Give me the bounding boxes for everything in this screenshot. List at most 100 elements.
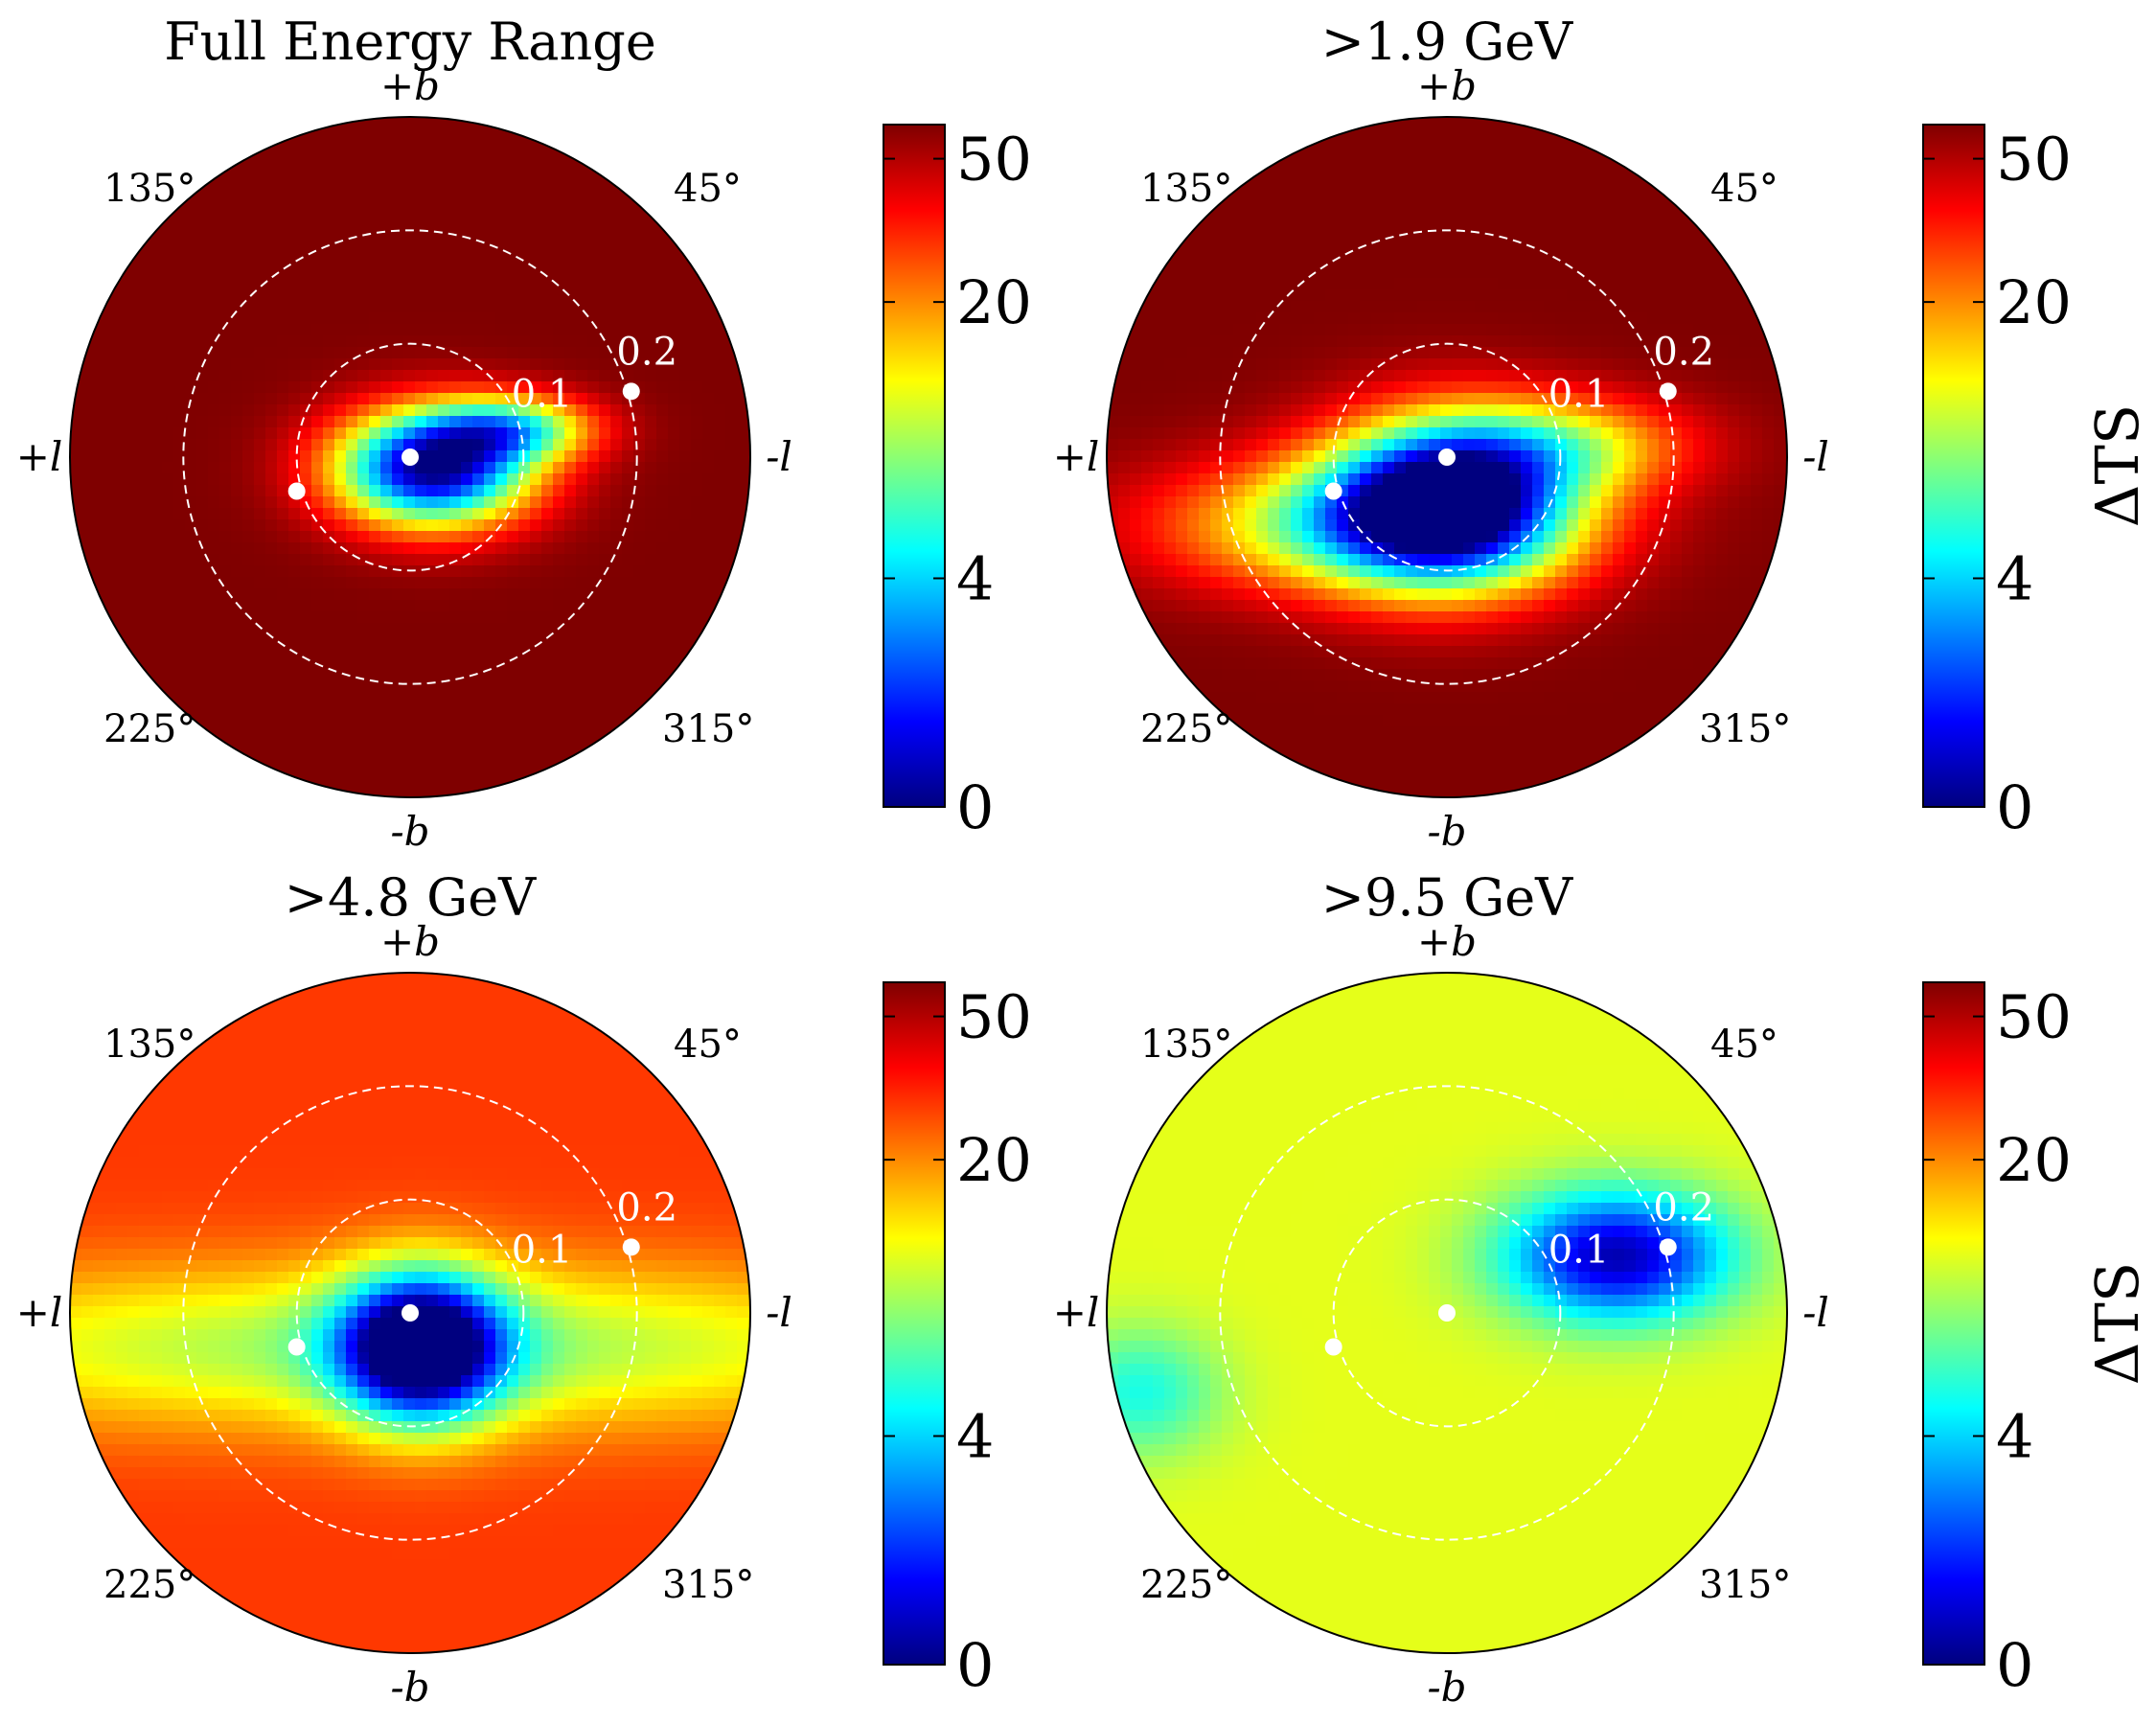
axis-label-top: +b bbox=[380, 918, 440, 965]
angle-label: 315° bbox=[1699, 1563, 1791, 1607]
colorbar-tick-label: 50 bbox=[1996, 125, 2072, 195]
radial-ring-1 bbox=[295, 342, 525, 572]
heatmap-field bbox=[1107, 117, 1787, 797]
axis-label-bottom: -b bbox=[1427, 1664, 1466, 1711]
heatmap-field bbox=[70, 973, 750, 1653]
axis-label-left: +l bbox=[16, 433, 63, 480]
colorbar-tick-label: 50 bbox=[956, 982, 1032, 1052]
source-marker bbox=[1659, 1238, 1677, 1256]
radial-tick-label: 0.2 bbox=[1653, 330, 1714, 374]
source-marker bbox=[1659, 382, 1677, 401]
colorbar-tick-label: 20 bbox=[1996, 267, 2072, 337]
angle-label: 135° bbox=[103, 167, 195, 211]
axis-label-top: +b bbox=[1417, 62, 1477, 109]
angle-label: 225° bbox=[1140, 707, 1232, 751]
radial-tick-label: 0.1 bbox=[512, 1229, 573, 1273]
source-marker bbox=[287, 482, 306, 500]
axis-label-top: +b bbox=[1417, 918, 1477, 965]
colorbar-tick-label: 4 bbox=[956, 543, 994, 613]
axis-label-right: -l bbox=[1802, 433, 1829, 480]
plot-boundary bbox=[1106, 116, 1788, 798]
source-marker bbox=[287, 1338, 306, 1356]
panel-2: 0.1 0.2 >1.9 GeV+b -b +l -l 135° 45° 225° 315° 50 2… bbox=[1053, 12, 2152, 855]
colorbar: 50 20 4 0 bbox=[883, 124, 1032, 842]
colorbar-gradient bbox=[1922, 124, 1985, 808]
radial-ring-1 bbox=[1332, 342, 1562, 572]
colorbar-label: ΔTS bbox=[2082, 404, 2152, 528]
angle-label: 315° bbox=[1699, 707, 1791, 751]
axis-label-left: +l bbox=[1053, 433, 1100, 480]
angle-label: 225° bbox=[103, 707, 195, 751]
colorbar-tick-label: 0 bbox=[956, 1630, 994, 1700]
colorbar-tick-label: 50 bbox=[1996, 982, 2072, 1052]
source-marker bbox=[622, 1238, 640, 1256]
axis-label-bottom: -b bbox=[390, 1664, 429, 1711]
plot-boundary bbox=[69, 116, 751, 798]
colorbar-tick-label: 4 bbox=[956, 1401, 994, 1471]
colorbar-gradient bbox=[883, 124, 946, 808]
axis-label-right: -l bbox=[766, 1289, 792, 1336]
panel-title: >4.8 GeV bbox=[285, 867, 537, 928]
source-marker bbox=[401, 1304, 419, 1322]
axis-label-bottom: -b bbox=[1427, 808, 1466, 855]
colorbar-tick-label: 4 bbox=[1996, 543, 2033, 613]
axis-label-right: -l bbox=[1802, 1289, 1829, 1336]
axis-label-right: -l bbox=[766, 433, 792, 480]
source-marker bbox=[622, 382, 640, 401]
radial-tick-label: 0.1 bbox=[1548, 1229, 1610, 1273]
plot-boundary bbox=[1106, 972, 1788, 1654]
radial-tick-label: 0.2 bbox=[616, 1185, 677, 1230]
source-marker bbox=[401, 448, 419, 466]
angle-label: 225° bbox=[103, 1563, 195, 1607]
colorbar-tick-label: 0 bbox=[1996, 1630, 2033, 1700]
source-marker bbox=[1438, 448, 1456, 466]
colorbar-gradient bbox=[1922, 981, 1985, 1666]
axis-label-left: +l bbox=[1053, 1289, 1100, 1336]
angle-label: 135° bbox=[1140, 1023, 1232, 1067]
angle-label: 45° bbox=[1710, 167, 1778, 211]
radial-ring-2 bbox=[182, 1085, 638, 1541]
colorbar: 50 20 4 0 bbox=[883, 981, 1032, 1700]
source-marker bbox=[1438, 1304, 1456, 1322]
angle-label: 135° bbox=[103, 1023, 195, 1067]
angle-label: 315° bbox=[662, 1563, 754, 1607]
angle-label: 135° bbox=[1140, 167, 1232, 211]
source-marker bbox=[1324, 482, 1342, 500]
heatmap-field bbox=[1107, 973, 1787, 1653]
axis-label-left: +l bbox=[16, 1289, 63, 1336]
angle-label: 45° bbox=[1710, 1023, 1778, 1067]
radial-tick-label: 0.1 bbox=[1548, 373, 1610, 417]
radial-ring-1 bbox=[1332, 1198, 1562, 1428]
colorbar-tick-label: 0 bbox=[956, 772, 994, 842]
panel-1: 0.1 0.2 Full Energy Range+b -b +l -l 135° 45° 22… bbox=[16, 12, 1032, 855]
colorbar-tick-label: 50 bbox=[956, 125, 1032, 195]
colorbar-tick-label: 0 bbox=[1996, 772, 2033, 842]
colorbar-tick-label: 20 bbox=[1996, 1125, 2072, 1195]
radial-ring-2 bbox=[1219, 229, 1675, 685]
radial-ring-2 bbox=[1219, 1085, 1675, 1541]
radial-ring-1 bbox=[295, 1198, 525, 1428]
plot-boundary bbox=[69, 972, 751, 1654]
colorbar: 50 20 4 0 ΔTS bbox=[1922, 981, 2152, 1700]
panel-4: 0.1 0.2 >9.5 GeV+b -b +l -l 135° 45° 225° 315° 50 2… bbox=[1053, 867, 2152, 1711]
radial-tick-label: 0.1 bbox=[512, 373, 573, 417]
panel-title: >9.5 GeV bbox=[1321, 867, 1573, 928]
panel-title: Full Energy Range bbox=[164, 12, 656, 72]
radial-tick-label: 0.2 bbox=[1653, 1185, 1714, 1230]
colorbar-label: ΔTS bbox=[2082, 1262, 2152, 1386]
colorbar: 50 20 4 0 ΔTS bbox=[1922, 124, 2152, 842]
angle-label: 45° bbox=[674, 167, 742, 211]
panel-3: 0.1 0.2 >4.8 GeV+b -b +l -l 135° 45° 225° 315° 50 2… bbox=[16, 867, 1032, 1711]
angle-label: 225° bbox=[1140, 1563, 1232, 1607]
angle-label: 45° bbox=[674, 1023, 742, 1067]
radial-ring-2 bbox=[182, 229, 638, 685]
colorbar-tick-label: 20 bbox=[956, 1125, 1032, 1195]
panel-title: >1.9 GeV bbox=[1321, 12, 1573, 72]
colorbar-gradient bbox=[883, 981, 946, 1666]
radial-tick-label: 0.2 bbox=[616, 330, 677, 374]
source-marker bbox=[1324, 1338, 1342, 1356]
colorbar-tick-label: 4 bbox=[1996, 1401, 2033, 1471]
colorbar-tick-label: 20 bbox=[956, 267, 1032, 337]
axis-label-top: +b bbox=[380, 62, 440, 109]
